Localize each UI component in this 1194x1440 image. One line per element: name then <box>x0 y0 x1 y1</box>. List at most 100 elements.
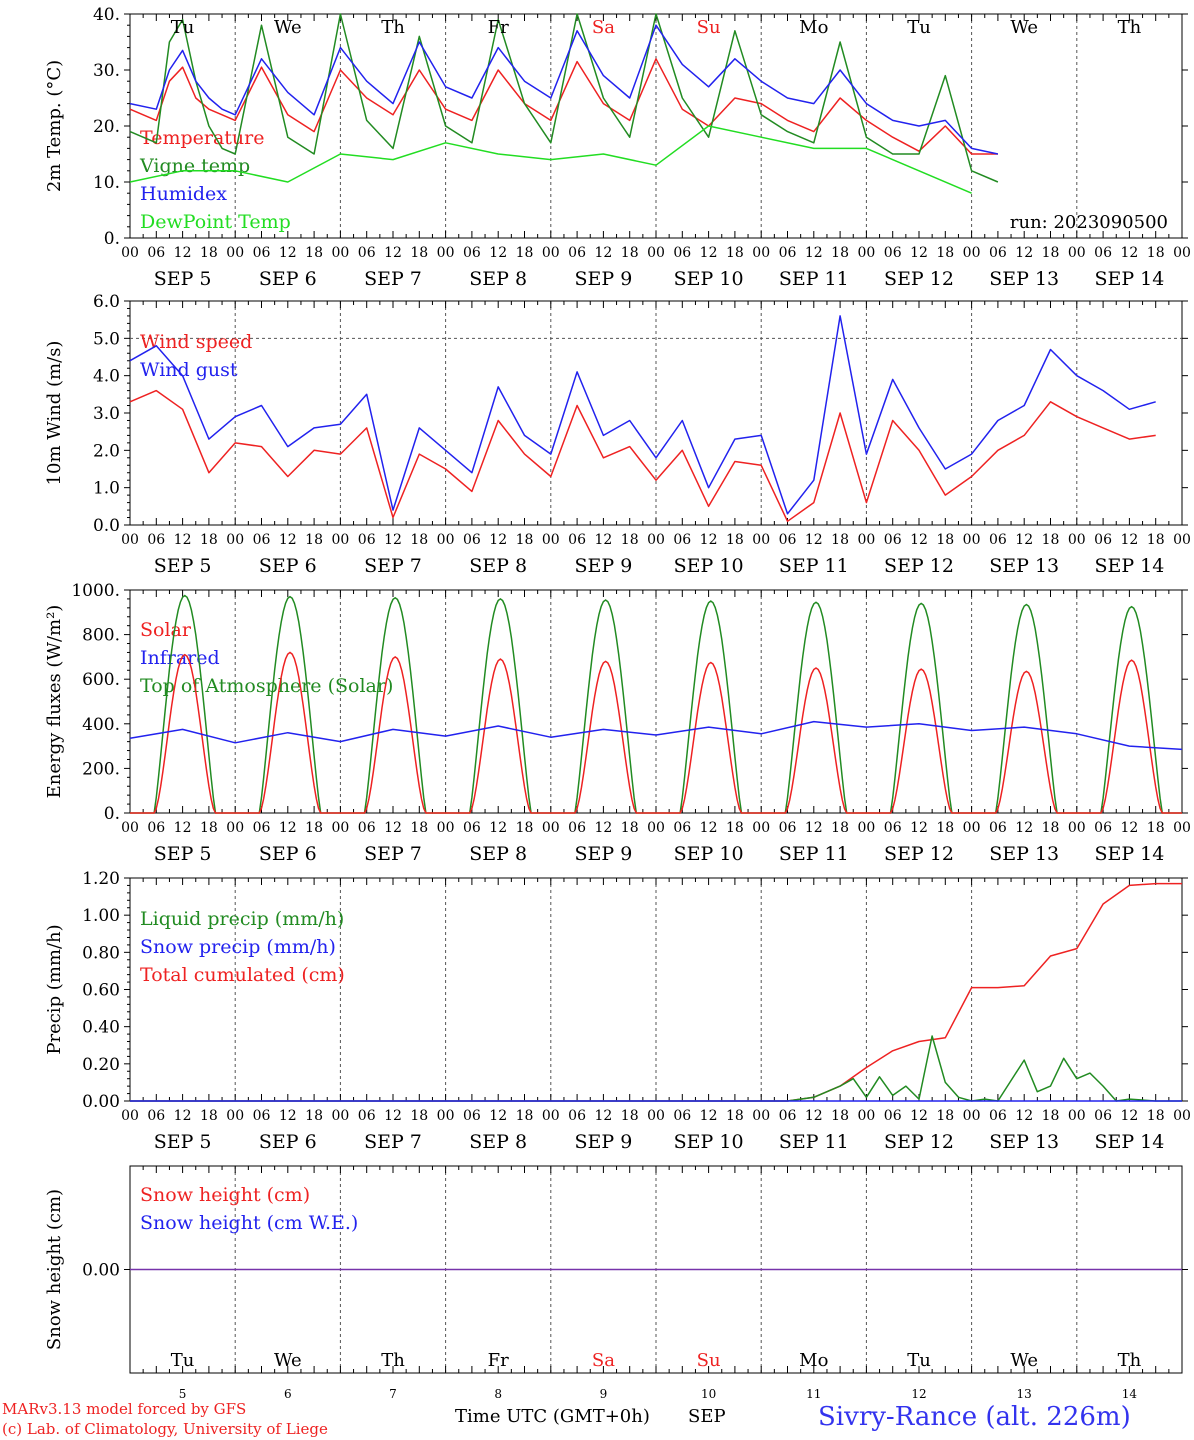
legend-entry: Solar <box>140 619 192 641</box>
day-number-label: 6 <box>284 1387 292 1401</box>
date-label: SEP 8 <box>469 1131 527 1153</box>
x-tick-label: 18 <box>410 820 428 836</box>
x-tick-label: 06 <box>673 820 691 836</box>
x-tick-label: 00 <box>1068 820 1086 836</box>
date-label: SEP 11 <box>779 555 849 577</box>
day-number-label: 8 <box>494 1387 502 1401</box>
x-tick-label: 06 <box>463 245 481 261</box>
x-tick-label: 12 <box>489 532 507 548</box>
x-tick-label: 06 <box>1094 245 1112 261</box>
x-tick-label: 12 <box>174 1108 192 1124</box>
x-tick-label: 12 <box>279 245 297 261</box>
y-tick-label: 2.0 <box>93 441 120 461</box>
x-tick-label: 12 <box>384 532 402 548</box>
footer-station: Sivry-Rance (alt. 226m) <box>818 1402 1131 1432</box>
x-tick-label: 18 <box>200 1108 218 1124</box>
x-tick-label: 12 <box>700 532 718 548</box>
x-tick-label: 18 <box>305 1108 323 1124</box>
y-tick-label: 400. <box>82 715 120 735</box>
x-tick-label: 18 <box>516 820 534 836</box>
x-tick-label: 18 <box>410 1108 428 1124</box>
y-tick-label: 0.40 <box>82 1018 120 1038</box>
x-tick-label: 06 <box>568 820 586 836</box>
x-tick-label: 06 <box>568 1108 586 1124</box>
footer-model: MARv3.13 model forced by GFS <box>2 1400 247 1418</box>
date-label: SEP 6 <box>259 555 317 577</box>
legend-entry: Wind gust <box>140 359 238 381</box>
date-label: SEP 12 <box>884 555 954 577</box>
date-label: SEP 6 <box>259 843 317 865</box>
x-tick-label: 12 <box>910 245 928 261</box>
x-tick-label: 06 <box>358 1108 376 1124</box>
y-axis-label: 10m Wind (m/s) <box>44 341 65 486</box>
panel-frame <box>129 300 1183 526</box>
date-label: SEP 13 <box>989 268 1059 290</box>
x-tick-label: 06 <box>884 532 902 548</box>
x-tick-label: 00 <box>331 1108 349 1124</box>
x-tick-label: 06 <box>884 1108 902 1124</box>
x-tick-label: 18 <box>1042 532 1060 548</box>
date-label: SEP 10 <box>674 1131 744 1153</box>
date-label: SEP 14 <box>1094 843 1164 865</box>
y-tick-label: 1.20 <box>82 869 120 889</box>
weekday-label: Tu <box>171 1350 195 1371</box>
date-label: SEP 13 <box>989 555 1059 577</box>
x-tick-label: 18 <box>831 1108 849 1124</box>
x-tick-label: 00 <box>437 532 455 548</box>
x-tick-label: 12 <box>910 1108 928 1124</box>
x-tick-label: 18 <box>936 245 954 261</box>
x-tick-label: 00 <box>542 1108 560 1124</box>
date-label: SEP 9 <box>574 268 632 290</box>
date-label: SEP 5 <box>154 843 212 865</box>
x-tick-label: 00 <box>331 820 349 836</box>
y-tick-label: 0.20 <box>82 1055 120 1075</box>
x-tick-label: 12 <box>384 245 402 261</box>
date-label: SEP 12 <box>884 843 954 865</box>
x-tick-label: 00 <box>857 820 875 836</box>
date-label: SEP 10 <box>674 555 744 577</box>
x-tick-label: 12 <box>1120 532 1138 548</box>
series-line-liquid-precip-mm-h <box>130 1035 1182 1102</box>
date-label: SEP 12 <box>884 268 954 290</box>
x-tick-label: 12 <box>174 820 192 836</box>
x-tick-label: 12 <box>910 532 928 548</box>
x-tick-label: 00 <box>1173 1108 1191 1124</box>
date-label: SEP 13 <box>989 843 1059 865</box>
weekday-label: We <box>274 17 302 38</box>
legend-entry: Total cumulated (cm) <box>140 964 345 986</box>
series-line-dewpoint-temp <box>129 125 972 194</box>
y-tick-label: 3.0 <box>93 404 120 424</box>
x-tick-label: 18 <box>831 532 849 548</box>
x-tick-label: 12 <box>384 820 402 836</box>
x-tick-label: 00 <box>226 245 244 261</box>
x-tick-label: 00 <box>752 532 770 548</box>
panel-frame <box>129 13 1183 239</box>
day-number-label: 10 <box>701 1387 716 1401</box>
x-tick-label: 06 <box>884 245 902 261</box>
x-tick-label: 00 <box>331 245 349 261</box>
legend-entry: Snow precip (mm/h) <box>140 936 336 958</box>
x-tick-label: 00 <box>226 820 244 836</box>
weekday-label: We <box>1010 17 1038 38</box>
x-tick-label: 00 <box>963 820 981 836</box>
series-line-solar <box>130 651 1182 814</box>
legend-entry: DewPoint Temp <box>140 211 291 233</box>
series-line-wind-speed <box>129 389 1156 523</box>
x-tick-label: 06 <box>673 1108 691 1124</box>
x-tick-label: 18 <box>621 532 639 548</box>
y-tick-label: 0.00 <box>82 1261 120 1281</box>
x-tick-label: 12 <box>700 245 718 261</box>
x-tick-label: 06 <box>358 532 376 548</box>
y-tick-label: 0.80 <box>82 943 120 963</box>
x-tick-label: 06 <box>568 245 586 261</box>
x-tick-label: 18 <box>305 245 323 261</box>
legend-entry: Wind speed <box>140 331 252 353</box>
x-tick-label: 18 <box>936 820 954 836</box>
x-tick-label: 00 <box>542 532 560 548</box>
footer-credit: (c) Lab. of Climatology, University of L… <box>2 1420 328 1438</box>
date-label: SEP 14 <box>1094 1131 1164 1153</box>
weekday-label: Fr <box>488 17 509 38</box>
y-tick-label: 800. <box>82 626 120 646</box>
y-tick-label: 0. <box>104 804 120 824</box>
y-tick-label: 30. <box>93 61 120 81</box>
